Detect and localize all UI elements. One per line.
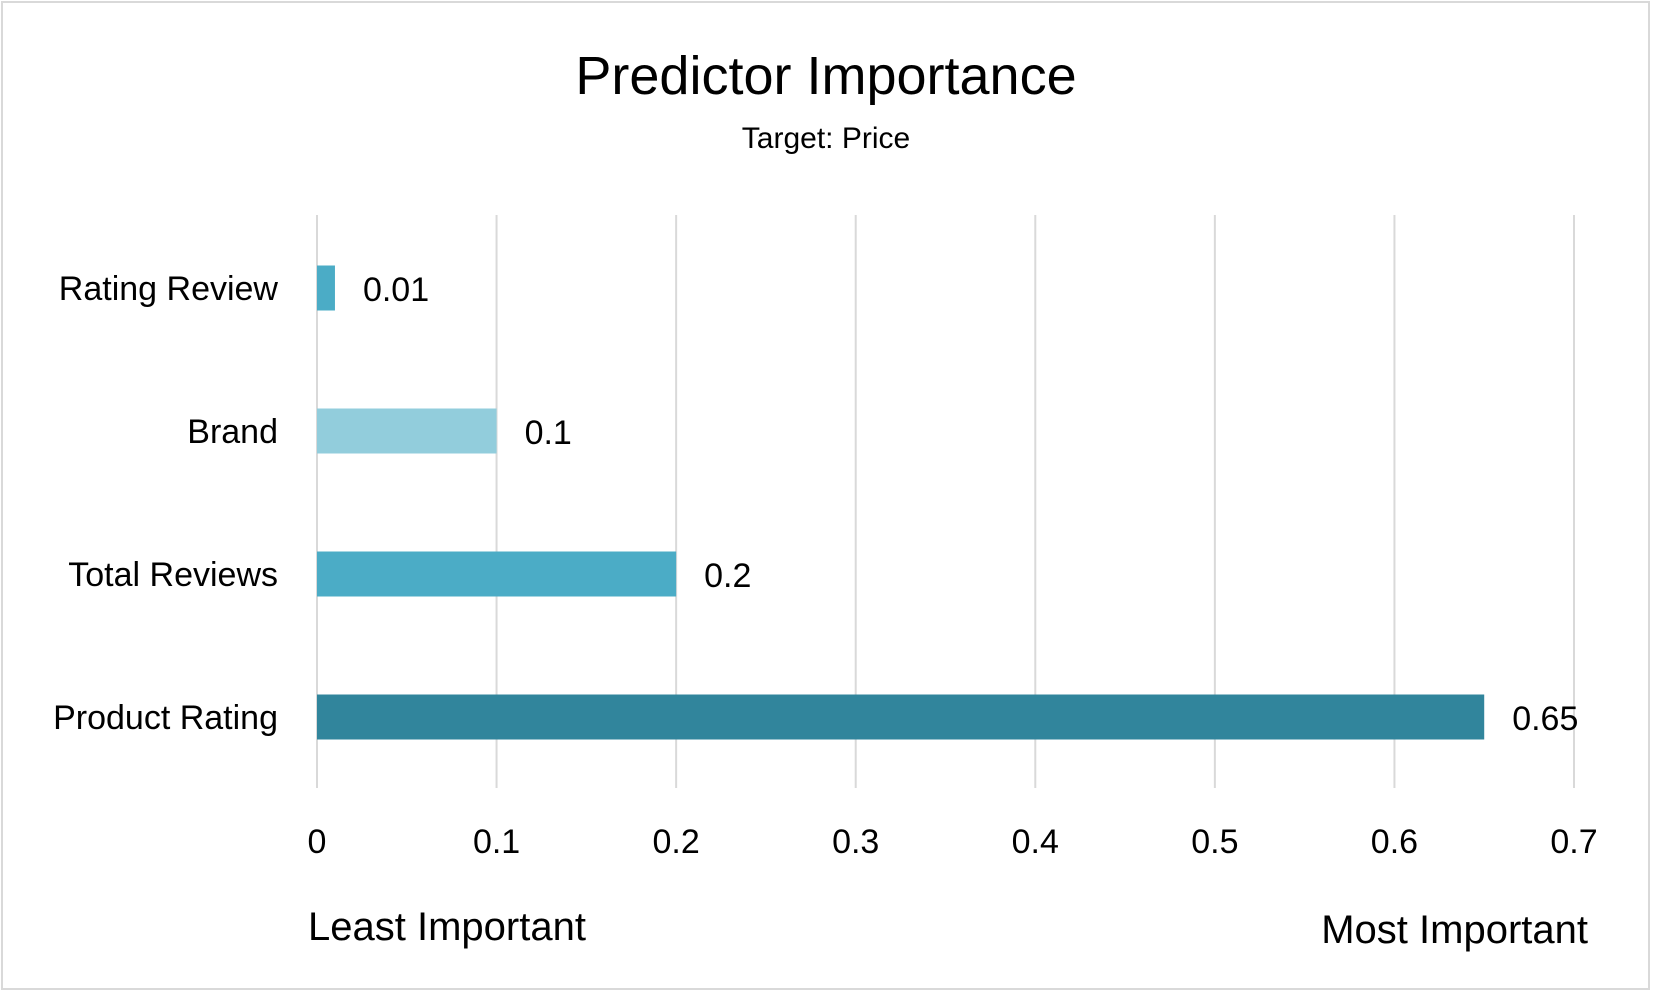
category-label: Rating Review — [59, 270, 279, 308]
x-tick-label: 0 — [308, 823, 327, 861]
bar — [317, 408, 497, 454]
category-label: Total Reviews — [68, 556, 278, 594]
x-tick-label: 0.5 — [1191, 823, 1238, 861]
chart-title: Predictor Importance — [575, 46, 1076, 106]
most-important-label: Most Important — [1321, 908, 1588, 952]
category-labels: Rating Review Brand Total Reviews Product R… — [53, 270, 278, 737]
x-tick-label: 0.1 — [473, 823, 520, 861]
category-label: Product Rating — [53, 699, 278, 737]
x-tick-labels: 0 0.1 0.2 0.3 0.4 0.5 0.6 0.7 — [308, 823, 1598, 861]
x-tick-label: 0.3 — [832, 823, 879, 861]
chart-subtitle: Target: Price — [742, 122, 910, 155]
data-label: 0.01 — [363, 271, 429, 309]
least-important-label: Least Important — [308, 905, 586, 949]
category-label: Brand — [187, 413, 278, 451]
bar — [317, 551, 677, 597]
bar — [317, 265, 335, 311]
data-label: 0.1 — [525, 414, 572, 452]
bars — [317, 265, 1485, 740]
data-label: 0.2 — [704, 557, 751, 595]
x-tick-label: 0.2 — [653, 823, 700, 861]
x-tick-label: 0.4 — [1012, 823, 1059, 861]
x-tick-label: 0.6 — [1371, 823, 1418, 861]
bar — [317, 694, 1485, 740]
x-tick-label: 0.7 — [1550, 823, 1597, 861]
data-label: 0.65 — [1512, 700, 1578, 738]
data-labels: 0.01 0.1 0.2 0.65 — [363, 271, 1578, 738]
